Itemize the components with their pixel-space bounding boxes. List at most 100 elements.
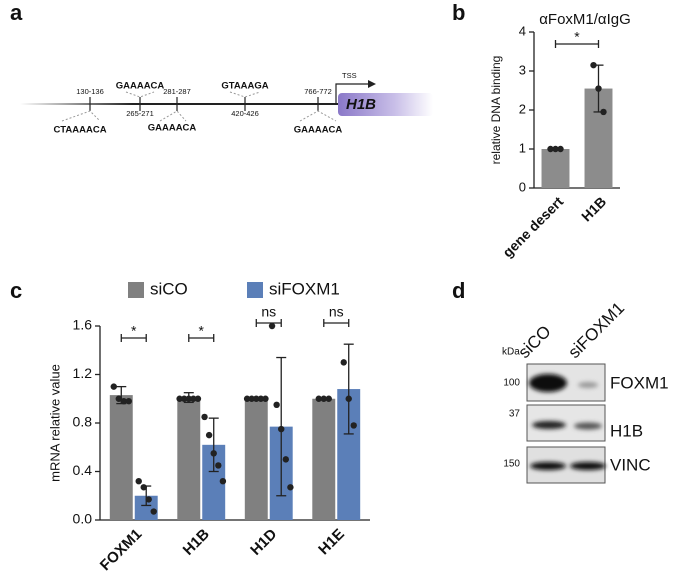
gene-label: H1B xyxy=(346,96,376,113)
kda-label: kDa xyxy=(502,347,520,358)
data-point xyxy=(315,395,322,402)
y-tick-label: 0.4 xyxy=(73,462,93,478)
data-point xyxy=(253,395,260,402)
marker-label: 100 xyxy=(503,378,520,389)
y-tick-label: 0 xyxy=(519,179,526,194)
significance-label: * xyxy=(131,323,137,339)
site-position: 766-772 xyxy=(304,87,332,96)
y-tick-label: 1 xyxy=(519,140,526,155)
y-tick-label: 3 xyxy=(519,62,526,77)
data-point xyxy=(115,395,122,402)
protein-label: FOXM1 xyxy=(610,373,669,392)
promoter-diagram: 130-136 GAAAACA 281-287 GTAAAGA 766-772 … xyxy=(20,71,433,136)
data-point xyxy=(287,484,294,491)
significance-bracket xyxy=(323,319,350,327)
data-point xyxy=(145,496,152,503)
site-position: 130-136 xyxy=(76,87,104,96)
bar xyxy=(312,398,336,520)
x-tick-label: H1B xyxy=(180,526,213,559)
data-point xyxy=(185,395,192,402)
x-tick-label: H1B xyxy=(578,193,609,224)
data-point xyxy=(595,85,602,92)
gene-box xyxy=(338,93,433,116)
legend-swatch xyxy=(247,282,263,298)
site-position: 265-271 xyxy=(126,109,154,118)
significance-label: ns xyxy=(329,304,344,320)
data-point xyxy=(552,145,559,153)
marker-label: 37 xyxy=(509,409,521,420)
data-point xyxy=(210,450,217,457)
bar xyxy=(244,398,268,520)
lane-label: siFOXM1 xyxy=(565,298,629,362)
data-point xyxy=(325,395,332,402)
site-ticks xyxy=(89,97,319,111)
data-point xyxy=(268,322,276,330)
significance-label: ns xyxy=(261,304,276,320)
y-tick-label: 4 xyxy=(519,23,526,38)
bar xyxy=(541,149,570,188)
y-tick-label: 1.2 xyxy=(73,365,93,381)
chart-title: αFoxM1/αIgG xyxy=(539,11,631,28)
significance-bracket xyxy=(188,334,215,342)
bar xyxy=(109,395,133,520)
western-blot: kDa siCO siFOXM1 100 37 150 FOXM1 H1B VI… xyxy=(502,298,669,484)
data-point xyxy=(340,359,347,366)
site-position: 420-426 xyxy=(231,109,259,118)
data-point xyxy=(180,395,188,402)
legend-label: siFOXM1 xyxy=(269,279,340,298)
data-point xyxy=(215,462,222,469)
data-point xyxy=(205,431,213,439)
site-sequence: GAAAACA xyxy=(148,123,197,134)
data-point xyxy=(120,397,127,405)
data-point xyxy=(135,478,142,485)
data-point xyxy=(600,108,607,116)
site-sequence: GAAAACA xyxy=(294,125,343,136)
tss-arrowhead xyxy=(368,80,376,88)
significance-label: * xyxy=(199,323,205,339)
y-tick-label: 0.0 xyxy=(73,511,93,527)
site-sequence: GTAAAGA xyxy=(221,81,268,92)
site-dashes xyxy=(61,91,337,122)
x-tick-label: H1E xyxy=(315,526,348,559)
y-axis-label: relative DNA binding xyxy=(489,56,503,165)
x-tick-label: FOXM1 xyxy=(97,526,146,575)
y-axis-label: mRNA relative value xyxy=(47,364,62,482)
data-point xyxy=(243,395,251,402)
site-position: 281-287 xyxy=(163,87,191,96)
tss-label: TSS xyxy=(342,71,357,80)
data-point xyxy=(190,395,197,402)
panel-label: b xyxy=(452,0,465,25)
lane-label: siCO xyxy=(515,322,555,362)
data-point xyxy=(350,422,357,429)
data-point xyxy=(320,395,327,402)
promoter-line xyxy=(20,103,342,105)
data-point xyxy=(194,395,202,402)
tss-arrow xyxy=(335,83,368,104)
data-point xyxy=(248,395,255,402)
data-point xyxy=(140,484,147,491)
x-tick-label: gene desert xyxy=(499,193,566,260)
data-point xyxy=(257,395,265,402)
data-point xyxy=(150,508,157,515)
protein-label: VINC xyxy=(610,455,651,474)
bar xyxy=(337,389,361,520)
site-sequence: CTAAAACA xyxy=(53,125,106,136)
data-point xyxy=(278,425,285,433)
data-point xyxy=(219,478,227,485)
legend-label: siCO xyxy=(150,279,188,298)
significance-bracket xyxy=(120,334,147,342)
data-point xyxy=(262,395,269,402)
panel-label: d xyxy=(452,278,465,303)
significance-bracket xyxy=(554,40,600,48)
y-tick-label: 0.8 xyxy=(73,414,93,430)
data-point xyxy=(590,61,597,69)
significance-label: * xyxy=(574,29,580,45)
bar xyxy=(177,397,201,520)
significance-bracket xyxy=(255,319,282,327)
x-tick-label: H1D xyxy=(247,526,280,559)
bands xyxy=(529,374,606,470)
legend-swatch xyxy=(128,282,144,298)
marker-label: 150 xyxy=(503,459,520,470)
site-sequence: GAAAACA xyxy=(116,81,165,92)
